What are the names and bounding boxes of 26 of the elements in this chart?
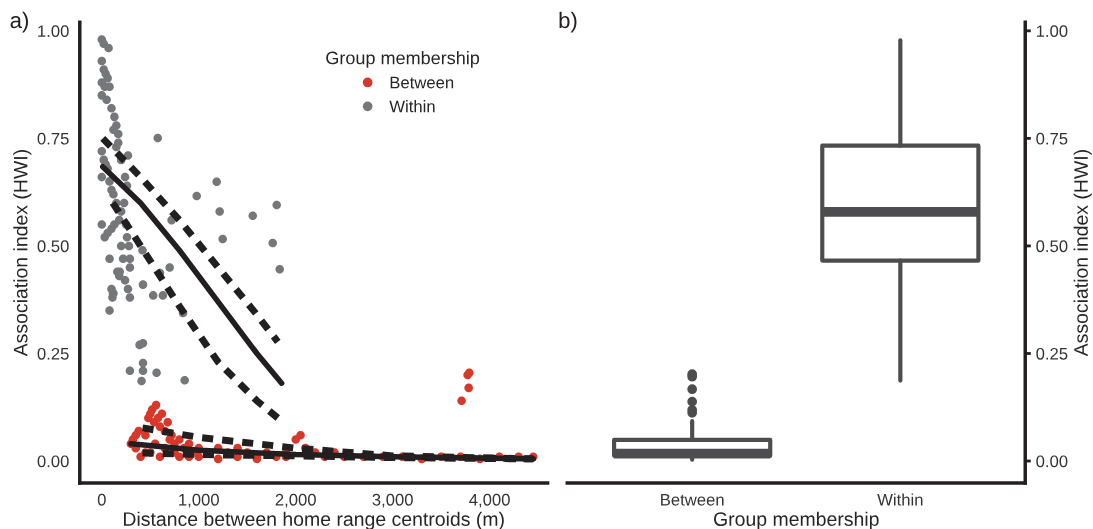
x-tick-label: 3,000	[372, 493, 413, 508]
legend-title: Group membership	[326, 51, 480, 68]
y-axis-title: Association index (HWI)	[13, 150, 32, 357]
x-tick-label: Between	[661, 494, 724, 506]
x-tick-label: 4,000	[469, 493, 510, 508]
y2-tick-label: 0.75	[1036, 132, 1068, 145]
y2-axis-title: Association index (HWI)	[1073, 150, 1092, 357]
y-tick-label: 0.25	[37, 347, 69, 360]
legend-label: Within	[389, 100, 435, 113]
y2-tick-label: 1.00	[1036, 25, 1068, 38]
y-tick-label: 0.50	[37, 240, 69, 253]
y-tick-label: 0.00	[37, 455, 69, 468]
x-tick-label: 2,000	[275, 493, 316, 508]
y2-tick-label: 0.00	[1036, 455, 1068, 468]
chart-title: a)	[10, 11, 28, 33]
y-tick-label: 1.00	[38, 25, 69, 38]
x-tick-label: 1,000	[179, 493, 219, 508]
x-axis-title: Group membership	[714, 511, 879, 529]
x-tick-label: Within	[877, 493, 923, 506]
x-tick-label: 0	[97, 493, 106, 506]
y-tick-label: 0.75	[37, 132, 69, 145]
y2-tick-label: 0.50	[1036, 240, 1068, 253]
x-axis-title: Distance between home range centroids (m)	[124, 511, 504, 529]
y2-tick-label: 0.25	[1036, 347, 1068, 360]
legend-label: Between	[390, 76, 454, 89]
chart-title: b)	[559, 11, 577, 33]
